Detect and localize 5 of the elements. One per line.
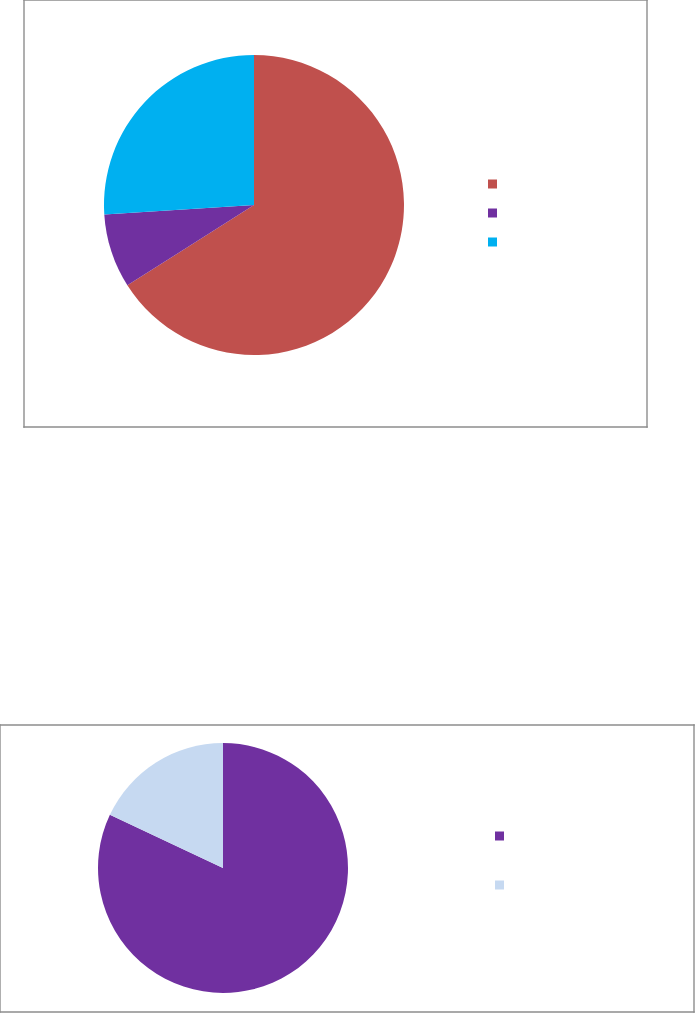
pie-slice bbox=[104, 205, 254, 286]
pie-slice bbox=[104, 55, 254, 215]
pie-slice bbox=[109, 743, 223, 868]
pie-slice bbox=[98, 743, 348, 993]
pie-slice bbox=[127, 55, 404, 355]
